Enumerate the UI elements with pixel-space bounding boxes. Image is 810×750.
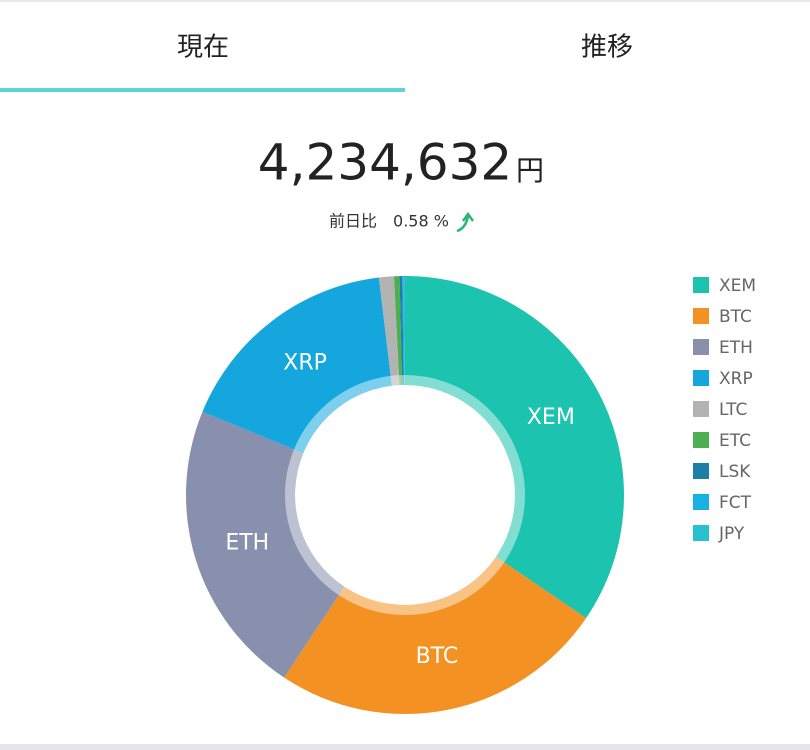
legend-swatch — [693, 308, 709, 324]
legend-label: XRP — [719, 369, 753, 389]
inner-ring — [285, 375, 525, 615]
legend-label: ETC — [719, 431, 751, 451]
slice-label: BTC — [416, 644, 459, 669]
slice-label: XRP — [283, 351, 327, 376]
legend-swatch — [693, 525, 709, 541]
slice — [402, 276, 405, 386]
slice — [399, 276, 404, 386]
legend-swatch — [693, 494, 709, 510]
legend-swatch — [693, 432, 709, 448]
tab[interactable]: 現在 — [177, 33, 229, 63]
slice — [393, 276, 403, 386]
legend-swatch — [693, 463, 709, 479]
legend-label: LSK — [719, 462, 751, 482]
bottom-border — [0, 744, 810, 750]
tab[interactable]: 推移 — [581, 33, 633, 63]
change-label: 前日比 — [329, 212, 377, 231]
legend-swatch — [693, 339, 709, 355]
slice-label: XEM — [527, 405, 575, 430]
slice — [185, 411, 345, 678]
legend-label: XEM — [719, 276, 756, 296]
up-arrow-icon — [456, 211, 475, 233]
slice — [405, 276, 624, 619]
top-border — [0, 0, 810, 2]
currency: 円 — [516, 154, 544, 187]
change: 0.58 % — [393, 212, 449, 231]
slice — [378, 276, 400, 386]
slice — [284, 556, 587, 714]
legend-label: JPY — [718, 524, 745, 544]
slice-label: ETH — [225, 531, 269, 556]
legend-label: BTC — [719, 307, 752, 327]
legend-swatch — [693, 277, 709, 293]
legend-swatch — [693, 401, 709, 417]
legend-label: LTC — [719, 400, 747, 420]
total: 4,234,632 — [258, 134, 512, 192]
slice — [202, 277, 392, 454]
slice — [403, 276, 405, 386]
legend-swatch — [693, 370, 709, 386]
tab-indicator — [0, 88, 405, 92]
legend-label: FCT — [719, 493, 752, 513]
legend-label: ETH — [719, 338, 753, 358]
